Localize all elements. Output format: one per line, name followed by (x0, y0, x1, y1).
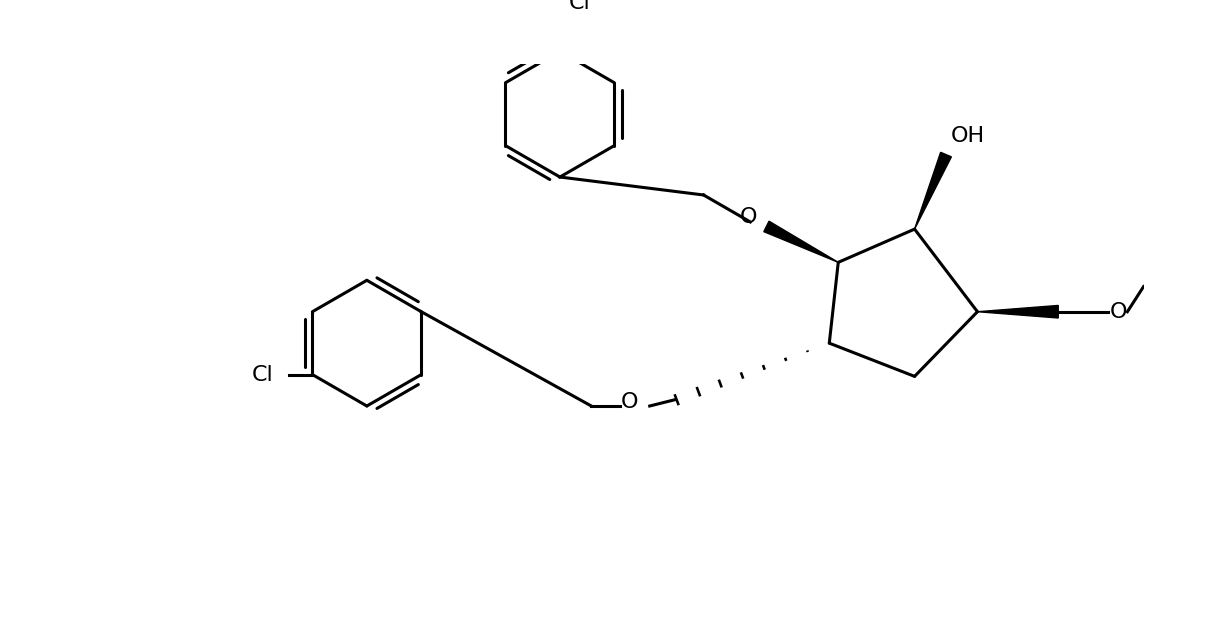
Text: Cl: Cl (569, 0, 591, 13)
Text: O: O (621, 391, 639, 411)
Text: OH: OH (950, 126, 984, 146)
Text: O: O (1110, 302, 1126, 322)
Polygon shape (977, 305, 1058, 318)
Text: O: O (739, 207, 757, 227)
Polygon shape (914, 152, 952, 229)
Polygon shape (763, 221, 838, 262)
Text: Cl: Cl (252, 364, 274, 384)
